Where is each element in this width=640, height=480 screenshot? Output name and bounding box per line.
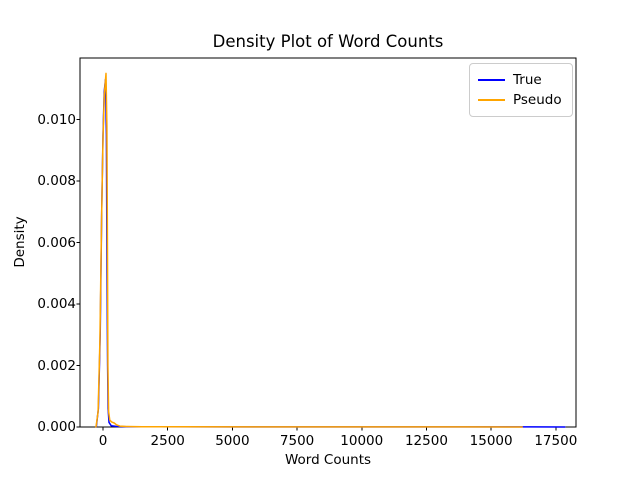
y-tick-label: 0.010: [37, 111, 76, 128]
legend-line-true: [478, 79, 505, 81]
y-tick-label: 0.002: [37, 357, 76, 374]
legend-item-pseudo: Pseudo: [478, 90, 564, 110]
x-tick-label: 17500: [534, 433, 578, 449]
legend-item-true: True: [478, 70, 564, 90]
x-axis-label: Word Counts: [284, 452, 372, 468]
legend-label-true: True: [513, 72, 542, 88]
legend-line-pseudo: [478, 99, 505, 101]
series-line-pseudo: [95, 72, 523, 428]
y-tick-label: 0.008: [37, 173, 76, 189]
y-axis-label: Density: [12, 216, 28, 268]
series-line-true: [95, 78, 566, 428]
x-tick-label: 12500: [404, 433, 448, 449]
x-tick-label: 5000: [215, 433, 250, 449]
x-tick-label: 10000: [340, 433, 384, 449]
x-tick-label: 15000: [469, 433, 513, 449]
legend: True Pseudo: [469, 63, 573, 117]
y-tick-label: 0.004: [37, 296, 76, 312]
x-tick-label: 2500: [150, 433, 185, 449]
x-tick-label: 0: [98, 433, 108, 449]
x-tick-label: 7500: [279, 433, 315, 449]
y-tick-label: 0.006: [37, 234, 76, 251]
legend-label-pseudo: Pseudo: [513, 92, 562, 108]
chart-title: Density Plot of Word Counts: [212, 32, 444, 51]
y-tick-label: 0.000: [37, 419, 76, 435]
